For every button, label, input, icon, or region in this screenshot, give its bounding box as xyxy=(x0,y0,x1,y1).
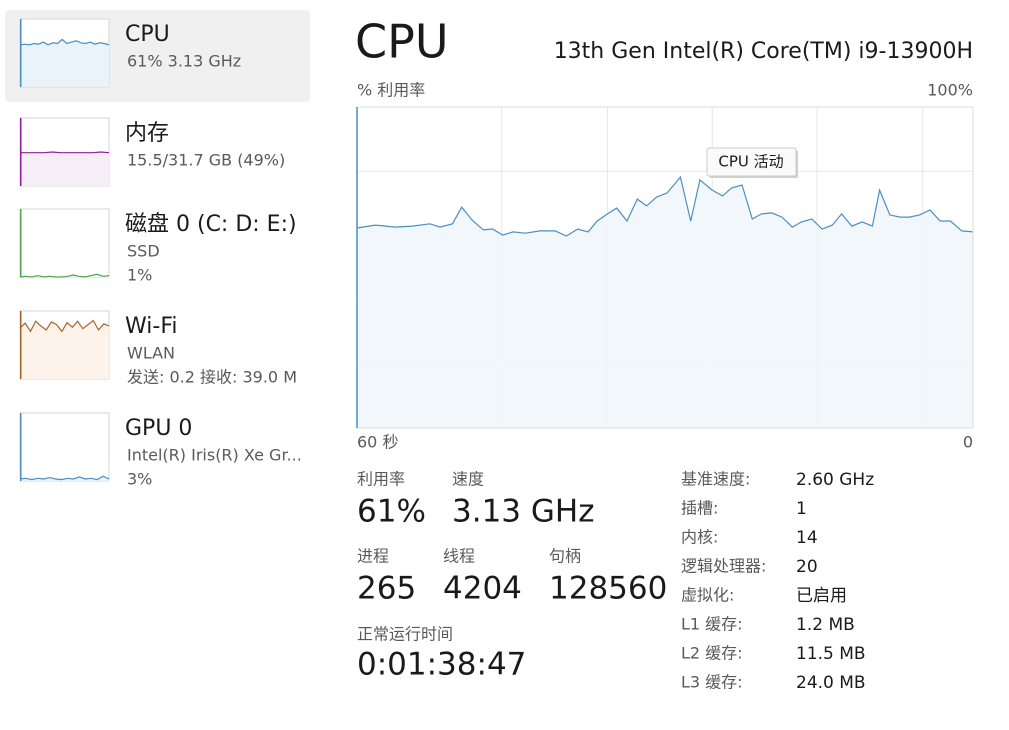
spec-value: 1 xyxy=(796,499,807,519)
spec-value: 已启用 xyxy=(796,586,847,606)
stat-value: 265 xyxy=(357,571,416,607)
spec-value: 2.60 GHz xyxy=(796,470,874,490)
item-detail: WLAN xyxy=(127,344,175,363)
thumb-line xyxy=(19,319,110,333)
spec-label: 插槽: xyxy=(681,499,718,518)
thumb-line xyxy=(20,151,110,154)
thumb-left-edge xyxy=(20,413,22,481)
spec-value: 11.5 MB xyxy=(796,644,866,664)
stat-value: 128560 xyxy=(549,571,667,607)
item-detail: SSD xyxy=(127,242,160,261)
cpu-area xyxy=(357,177,973,428)
thumb-area xyxy=(20,320,109,379)
thumb-left-edge xyxy=(20,209,22,277)
item-title: 内存 xyxy=(125,121,169,146)
thumb-line xyxy=(19,38,110,46)
cpu-model: 13th Gen Intel(R) Core(TM) i9-13900H xyxy=(554,39,973,64)
x-tick-label: 60 秒 xyxy=(357,433,398,452)
stat-value: 0:01:38:47 xyxy=(357,647,526,683)
spec-label: 内核: xyxy=(681,528,718,547)
tooltip xyxy=(706,147,797,177)
spec-label: L3 缓存: xyxy=(681,673,743,692)
item-title: CPU xyxy=(125,22,170,47)
thumb-area xyxy=(20,476,109,481)
spec-label: 基准速度: xyxy=(681,470,750,489)
item-title: 磁盘 0 (C: D: E:) xyxy=(125,212,297,237)
spec-value: 14 xyxy=(796,528,818,548)
stat-value: 4204 xyxy=(443,571,522,607)
item-detail: 发送: 0.2 接收: 39.0 M xyxy=(127,368,297,387)
stat-label: 利用率 xyxy=(357,470,405,489)
spec-value: 24.0 MB xyxy=(796,673,866,693)
spec-label: L1 缓存: xyxy=(681,615,743,634)
item-detail: 61% 3.13 GHz xyxy=(127,52,241,71)
tooltip-text: CPU 活动 xyxy=(718,153,783,171)
thumb-left-edge xyxy=(20,118,22,186)
stat-label: 速度 xyxy=(452,470,484,489)
thumb-frame xyxy=(19,208,110,278)
cpu-line xyxy=(356,175,974,237)
stat-label: 句柄 xyxy=(549,547,581,566)
item-title: GPU 0 xyxy=(125,416,192,441)
stat-label: 进程 xyxy=(357,547,389,566)
stat-label: 线程 xyxy=(443,547,475,566)
thumb-left-edge xyxy=(20,311,22,379)
x-tick-label: 0 xyxy=(963,433,973,452)
spec-label: 虚拟化: xyxy=(681,586,734,605)
thumb-frame xyxy=(19,412,110,482)
item-detail: Intel(R) Iris(R) Xe Gr... xyxy=(127,446,302,465)
page-title: CPU xyxy=(355,15,449,69)
thumb-area xyxy=(20,152,109,186)
spec-value: 20 xyxy=(796,557,818,577)
thumb-left-edge xyxy=(20,19,22,87)
item-detail: 1% xyxy=(127,266,152,285)
item-detail: 15.5/31.7 GB (49%) xyxy=(127,151,285,170)
stat-label: 正常运行时间 xyxy=(357,625,453,644)
thumb-area xyxy=(20,39,109,87)
item-title: Wi-Fi xyxy=(125,314,178,339)
stat-value: 61% xyxy=(357,494,426,530)
spec-label: L2 缓存: xyxy=(681,644,743,663)
spec-value: 1.2 MB xyxy=(796,615,855,635)
stat-value: 3.13 GHz xyxy=(452,494,594,530)
thumb-line xyxy=(19,475,110,481)
item-detail: 3% xyxy=(127,470,152,489)
y-tick-label: 100% xyxy=(927,81,973,100)
y-axis-label: % 利用率 xyxy=(357,81,425,100)
thumb-line xyxy=(19,273,110,278)
spec-label: 逻辑处理器: xyxy=(681,557,766,576)
